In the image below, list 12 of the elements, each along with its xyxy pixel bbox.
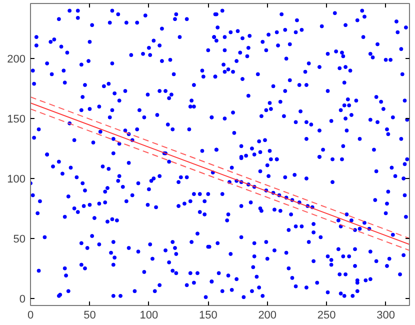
x-tick-label: 200 — [258, 310, 277, 322]
x-tick-label: 0 — [27, 310, 34, 322]
y-tick-label: 100 — [7, 173, 26, 186]
y-tick-label: 0 — [19, 293, 26, 306]
x-tick-label: 250 — [317, 310, 336, 322]
x-tick-label: 300 — [376, 310, 395, 322]
x-tick-label: 50 — [84, 310, 96, 322]
y-tick-label: 200 — [7, 54, 26, 66]
y-tick-label: 50 — [13, 233, 26, 246]
x-tick-label: 100 — [140, 310, 158, 322]
y-tick-label: 150 — [7, 114, 26, 126]
x-tick-label: 150 — [198, 310, 218, 322]
